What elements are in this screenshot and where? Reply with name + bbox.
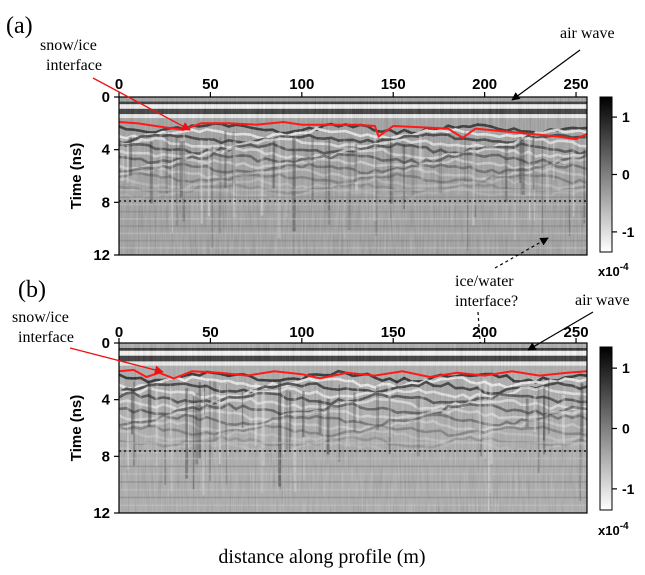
x-tick-label: 250 <box>564 76 589 93</box>
x-tick-label: 0 <box>115 76 123 93</box>
y-tick-label: 8 <box>102 448 110 465</box>
arrow-air-wave-b <box>527 311 594 351</box>
y-tick-label: 12 <box>93 247 110 264</box>
colorbar-tick-label: 1 <box>622 360 630 376</box>
x-tick-label: 250 <box>564 324 589 341</box>
y-ticks-b: 0 4 8 12 <box>93 335 119 522</box>
colorbar-a <box>599 96 613 253</box>
panel-label-a: (a) <box>6 13 33 39</box>
colorbar-b <box>599 346 613 511</box>
arrow-snow-ice-a <box>92 77 191 131</box>
colorbar-ticks-a: 1 0 -1 <box>612 109 635 240</box>
y-ticks-a: 0 4 8 12 <box>93 89 119 264</box>
radargram-b <box>119 343 587 513</box>
x-ticks-b: 0 50 100 150 200 250 <box>115 324 589 343</box>
annotation-snow-ice-a: snow/ice interface <box>40 37 102 74</box>
arrow-ice-water-a <box>494 237 549 269</box>
y-tick-label: 12 <box>93 505 110 522</box>
colorbar-tick-label: 0 <box>622 421 630 437</box>
y-axis-label-a: Time (ns) <box>68 143 85 209</box>
x-tick-label: 100 <box>289 76 314 93</box>
x-tick-label: 100 <box>289 324 314 341</box>
panel-label-b: (b) <box>18 277 46 303</box>
panel-b: (b) 0 50 100 150 200 250 0 4 8 12 Time (ns) 1 0 -1… <box>12 277 635 538</box>
x-tick-label: 200 <box>472 324 497 341</box>
colorbar-label-a: x10-4 <box>598 262 629 279</box>
radargram-a <box>119 97 587 255</box>
colorbar-label-b: x10-4 <box>598 521 629 538</box>
x-tick-label: 50 <box>202 76 219 93</box>
annotation-snow-ice-b: snow/ice interface <box>12 309 74 346</box>
x-tick-label: 150 <box>381 76 406 93</box>
x-tick-label: 0 <box>115 324 123 341</box>
y-tick-label: 4 <box>102 392 111 409</box>
y-tick-label: 0 <box>102 335 110 352</box>
colorbar-tick-label: 0 <box>622 167 630 183</box>
x-tick-label: 200 <box>472 76 497 93</box>
colorbar-tick-label: -1 <box>622 224 635 240</box>
x-tick-label: 150 <box>381 324 406 341</box>
snow-ice-interface-line-b <box>119 368 587 380</box>
plot-frame-b <box>118 342 588 514</box>
x-tick-label: 50 <box>202 324 219 341</box>
y-tick-label: 8 <box>102 194 110 211</box>
x-axis-label: distance along profile (m) <box>218 546 425 568</box>
x-ticks-a: 0 50 100 150 200 250 <box>115 76 589 97</box>
arrow-air-wave-a <box>511 49 581 101</box>
colorbar-tick-label: -1 <box>622 481 635 497</box>
annotation-air-wave-b: air wave <box>575 292 630 309</box>
annotation-ice-water: ice/water interface? <box>455 273 518 310</box>
annotation-air-wave-a: air wave <box>560 25 615 42</box>
arrow-snow-ice-b <box>69 347 164 375</box>
y-axis-label-b: Time (ns) <box>68 395 85 461</box>
colorbar-tick-label: 1 <box>622 109 630 125</box>
y-tick-label: 4 <box>102 142 111 159</box>
colorbar-ticks-b: 1 0 -1 <box>612 360 635 497</box>
plot-frame-a <box>118 96 588 256</box>
y-tick-label: 0 <box>102 89 110 106</box>
